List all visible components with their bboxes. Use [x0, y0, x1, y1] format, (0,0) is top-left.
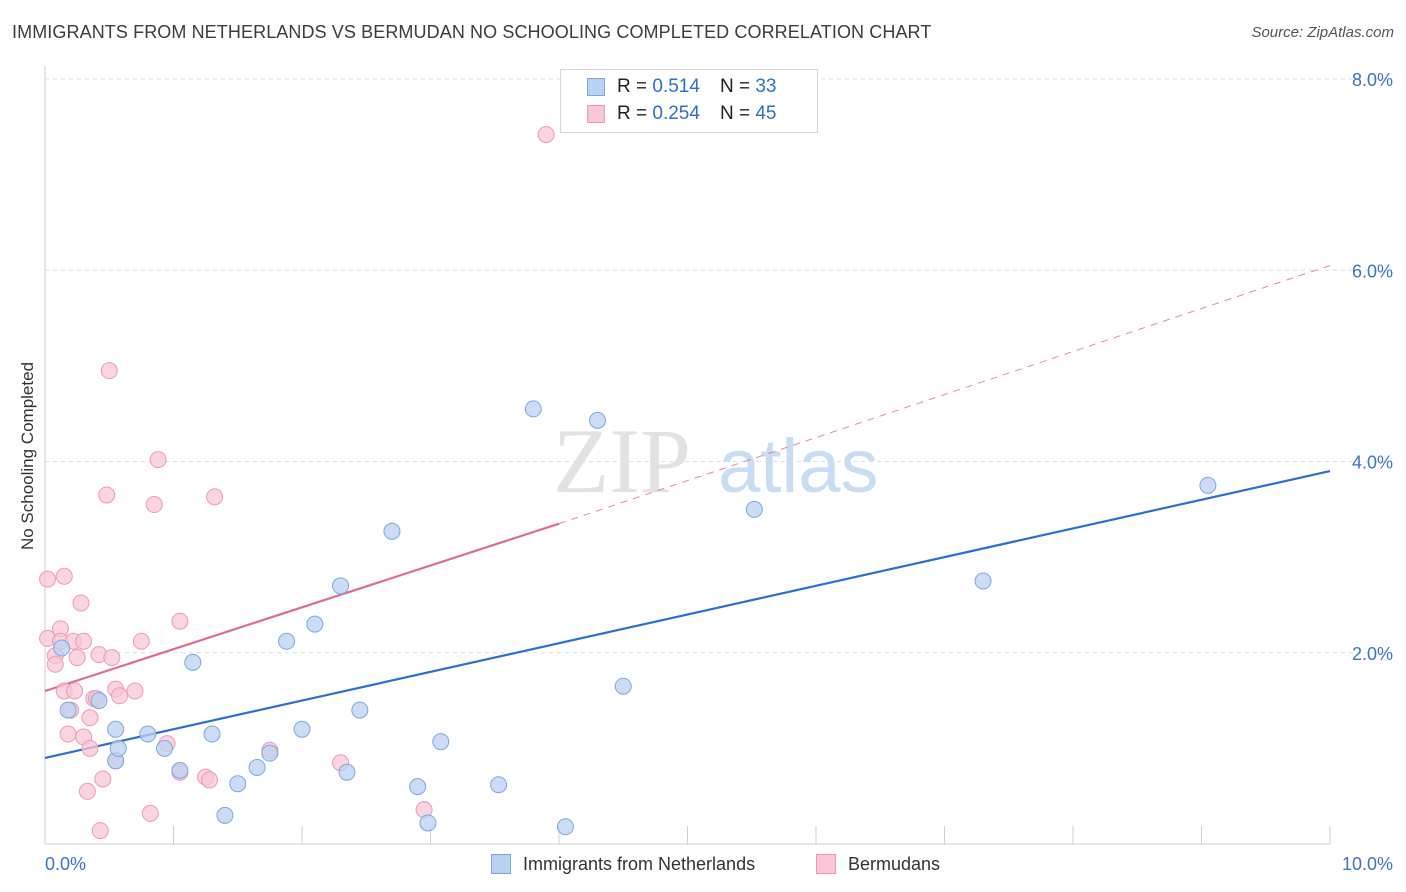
x-tick-label: 0.0% — [45, 854, 86, 874]
y-tick-label: 8.0% — [1352, 70, 1393, 90]
point-netherlands — [293, 720, 311, 738]
point-netherlands — [351, 701, 369, 719]
trendline-bermudans-extension — [558, 264, 1331, 525]
point-bermudans — [78, 782, 96, 800]
bottom-legend-bermudans: Bermudans — [816, 852, 940, 876]
point-bermudans — [206, 488, 224, 506]
legend-r-value: 0.254 — [652, 103, 700, 124]
legend-row-bermudans: R = 0.254 N = 45 — [587, 102, 776, 126]
legend-r-value: 0.514 — [652, 76, 700, 97]
point-bermudans — [200, 771, 218, 789]
point-netherlands — [278, 632, 296, 650]
point-bermudans — [141, 804, 159, 822]
legend-row-netherlands: R = 0.514 N = 33 — [587, 75, 776, 99]
point-netherlands — [156, 739, 174, 757]
trend-lines — [44, 264, 1331, 760]
point-netherlands — [1199, 476, 1217, 494]
point-netherlands — [974, 572, 992, 590]
y-axis-label: No Schooling Completed — [18, 361, 37, 551]
point-netherlands — [338, 763, 356, 781]
point-netherlands — [203, 725, 221, 743]
point-netherlands — [139, 725, 157, 743]
legend-r-label: R = — [617, 103, 648, 124]
point-netherlands — [556, 818, 574, 836]
point-netherlands — [419, 814, 437, 832]
point-netherlands — [107, 720, 125, 738]
bottom-legend-swatch-pink — [816, 854, 836, 874]
point-bermudans — [111, 687, 129, 705]
tick-labels: 2.0% 4.0% 6.0% 8.0% 0.0% 10.0% — [45, 70, 1393, 874]
bottom-legend-netherlands: Immigrants from Netherlands — [491, 852, 755, 876]
watermark-zip: ZIP — [553, 410, 691, 512]
point-netherlands — [261, 744, 279, 762]
point-bermudans — [100, 362, 118, 380]
point-netherlands — [383, 522, 401, 540]
point-bermudans — [94, 770, 112, 788]
x-tick-label: 10.0% — [1342, 854, 1393, 874]
point-bermudans — [59, 725, 77, 743]
trendline-bermudans — [44, 522, 560, 693]
point-bermudans — [103, 649, 121, 667]
stats-legend: R = 0.514 N = 33 R = 0.254 N = 45 — [560, 69, 818, 133]
data-points — [39, 125, 1217, 840]
point-netherlands — [109, 739, 127, 757]
point-netherlands — [184, 653, 202, 671]
point-bermudans — [91, 822, 109, 840]
watermark: ZIP atlas — [553, 410, 879, 512]
point-netherlands — [490, 776, 508, 794]
point-netherlands — [432, 733, 450, 751]
point-bermudans — [132, 632, 150, 650]
point-netherlands — [524, 400, 542, 418]
point-bermudans — [72, 594, 90, 612]
point-bermudans — [68, 649, 86, 667]
point-bermudans — [55, 567, 73, 585]
point-netherlands — [171, 761, 189, 779]
point-bermudans — [75, 632, 93, 650]
legend-r-label: R = — [617, 76, 648, 97]
legend-n-label: N = — [719, 103, 751, 124]
point-bermudans — [145, 496, 163, 514]
point-netherlands — [409, 778, 427, 796]
point-netherlands — [53, 639, 71, 657]
source-label: Source: ZipAtlas.com — [1251, 24, 1394, 41]
point-bermudans — [81, 709, 99, 727]
y-tick-label: 6.0% — [1352, 261, 1393, 281]
watermark-atlas: atlas — [718, 424, 879, 509]
legend-swatch-blue — [587, 78, 605, 96]
point-netherlands — [745, 500, 763, 518]
trendline-netherlands — [44, 469, 1331, 760]
y-tick-label: 4.0% — [1352, 453, 1393, 473]
point-netherlands — [248, 759, 266, 776]
y-tick-label: 2.0% — [1352, 644, 1393, 664]
point-netherlands — [59, 701, 77, 719]
legend-n-label: N = — [719, 76, 751, 97]
legend-n-value: 45 — [755, 103, 777, 124]
point-bermudans — [46, 655, 64, 673]
point-bermudans — [98, 486, 116, 504]
bottom-legend-swatch-blue — [491, 854, 511, 874]
chart-title: IMMIGRANTS FROM NETHERLANDS VS BERMUDAN … — [12, 22, 932, 42]
legend-n-value: 33 — [755, 76, 777, 97]
legend-swatch-pink — [587, 105, 605, 123]
bottom-legend-label: Immigrants from Netherlands — [523, 853, 756, 874]
point-bermudans — [39, 570, 57, 588]
point-bermudans — [171, 612, 189, 630]
grid-lines — [45, 78, 1392, 654]
point-netherlands — [614, 677, 632, 695]
point-netherlands — [90, 692, 108, 710]
point-netherlands — [332, 577, 350, 595]
point-netherlands — [216, 806, 234, 824]
point-netherlands — [306, 615, 324, 633]
point-bermudans — [149, 451, 167, 469]
bottom-legend-label: Bermudans — [848, 853, 941, 874]
point-netherlands — [589, 411, 607, 429]
point-bermudans — [537, 125, 555, 143]
point-netherlands — [229, 775, 247, 793]
point-bermudans — [66, 682, 84, 700]
point-bermudans — [126, 682, 144, 700]
point-bermudans — [81, 739, 99, 757]
